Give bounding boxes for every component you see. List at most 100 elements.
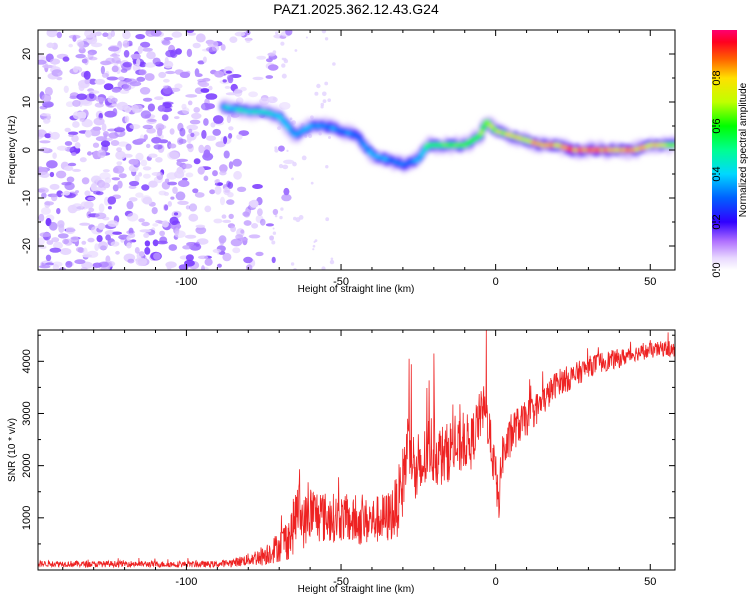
noise-blob [126,242,132,249]
snr-y-tick-label: 4000 [21,349,33,373]
noise-blob [51,193,58,202]
noise-dot [274,146,278,150]
noise-dot [272,50,277,54]
noise-blob [45,254,52,261]
noise-blob [192,188,199,194]
noise-blob [223,150,230,159]
noise-blob [143,232,150,238]
noise-blob [71,152,77,156]
noise-blob [93,190,101,195]
noise-blob [51,69,63,77]
noise-dot [281,73,287,79]
noise-blob [102,32,109,37]
noise-blob [232,158,242,167]
noise-blob [76,93,87,100]
noise-blob [131,104,140,114]
snr-y-tick-label: 2000 [21,453,33,477]
noise-dot [314,91,319,96]
noise-blob [248,91,258,98]
noise-blob [101,72,109,78]
noise-blob [38,136,42,140]
noise-blob [68,162,77,167]
noise-blob [140,110,152,119]
noise-blob [194,192,205,198]
noise-blob [100,65,105,75]
noise-blob [38,265,51,269]
noise-blob [111,65,119,73]
noise-blob [38,188,46,193]
noise-blob [52,152,57,159]
noise-blob [118,173,127,179]
snr-x-axis-label: Height of straight line (km) [298,584,415,595]
colorbar-ticks: 0.0 0.2 0.4 0.6 0.8 [711,70,723,277]
noise-blob [285,30,293,36]
noise-dot [308,133,313,139]
noise-blob [79,43,84,50]
noise-dot [305,36,308,39]
colorbar-tick-label: 0.4 [711,166,723,181]
noise-blob [138,172,143,177]
noise-blob [203,175,209,182]
noise-blob [163,78,170,83]
noise-blob [68,43,73,48]
noise-blob [116,147,122,153]
noise-blob [186,143,193,149]
noise-blob [111,97,118,104]
noise-blob [151,137,162,144]
noise-blob [195,224,206,228]
noise-blob [112,108,118,117]
noise-blob [101,182,111,189]
noise-blob [107,220,119,228]
noise-blob [134,174,140,183]
noise-blob [102,131,109,137]
noise-blob [71,203,83,212]
noise-blob [136,138,147,143]
noise-blob [172,186,178,194]
noise-blob [170,196,175,200]
noise-blob [281,193,292,202]
noise-blob [225,70,232,74]
noise-blob [122,30,131,40]
noise-blob [90,183,97,192]
noise-blob [193,158,201,165]
noise-blob [146,143,151,149]
noise-blob [95,31,102,37]
noise-blob [226,74,234,81]
noise-blob [142,166,152,171]
noise-blob [240,229,245,234]
noise-blob [221,214,227,219]
noise-blob [213,115,224,124]
noise-dot [272,231,277,235]
noise-blob [233,88,243,97]
noise-blob [205,93,218,100]
snr-panel: -100 -50 0 50 1000 2000 3000 4000 Height of st… [7,329,676,595]
noise-blob [152,223,159,227]
noise-blob [117,180,123,189]
noise-dot [281,57,285,61]
noise-blob [75,190,79,194]
noise-blob [174,227,180,236]
noise-blob [107,206,112,210]
noise-blob [128,185,137,190]
noise-blob [116,101,129,111]
spectral-ridge [218,97,675,175]
noise-blob [142,97,153,102]
noise-blob [87,237,95,243]
noise-blob [112,231,122,235]
noise-blob [212,248,222,253]
noise-dot [293,216,297,221]
noise-blob [234,31,246,37]
noise-blob [44,103,53,108]
noise-blob [97,222,106,230]
noise-blob [267,64,279,71]
noise-blob [58,223,65,233]
noise-blob [192,42,201,49]
noise-dot [316,83,321,89]
noise-dot [325,165,329,169]
noise-blob [87,151,92,156]
noise-blob [65,101,75,108]
noise-blob [81,261,93,269]
noise-blob [185,30,195,34]
noise-dot [321,266,326,270]
noise-blob [81,58,88,64]
